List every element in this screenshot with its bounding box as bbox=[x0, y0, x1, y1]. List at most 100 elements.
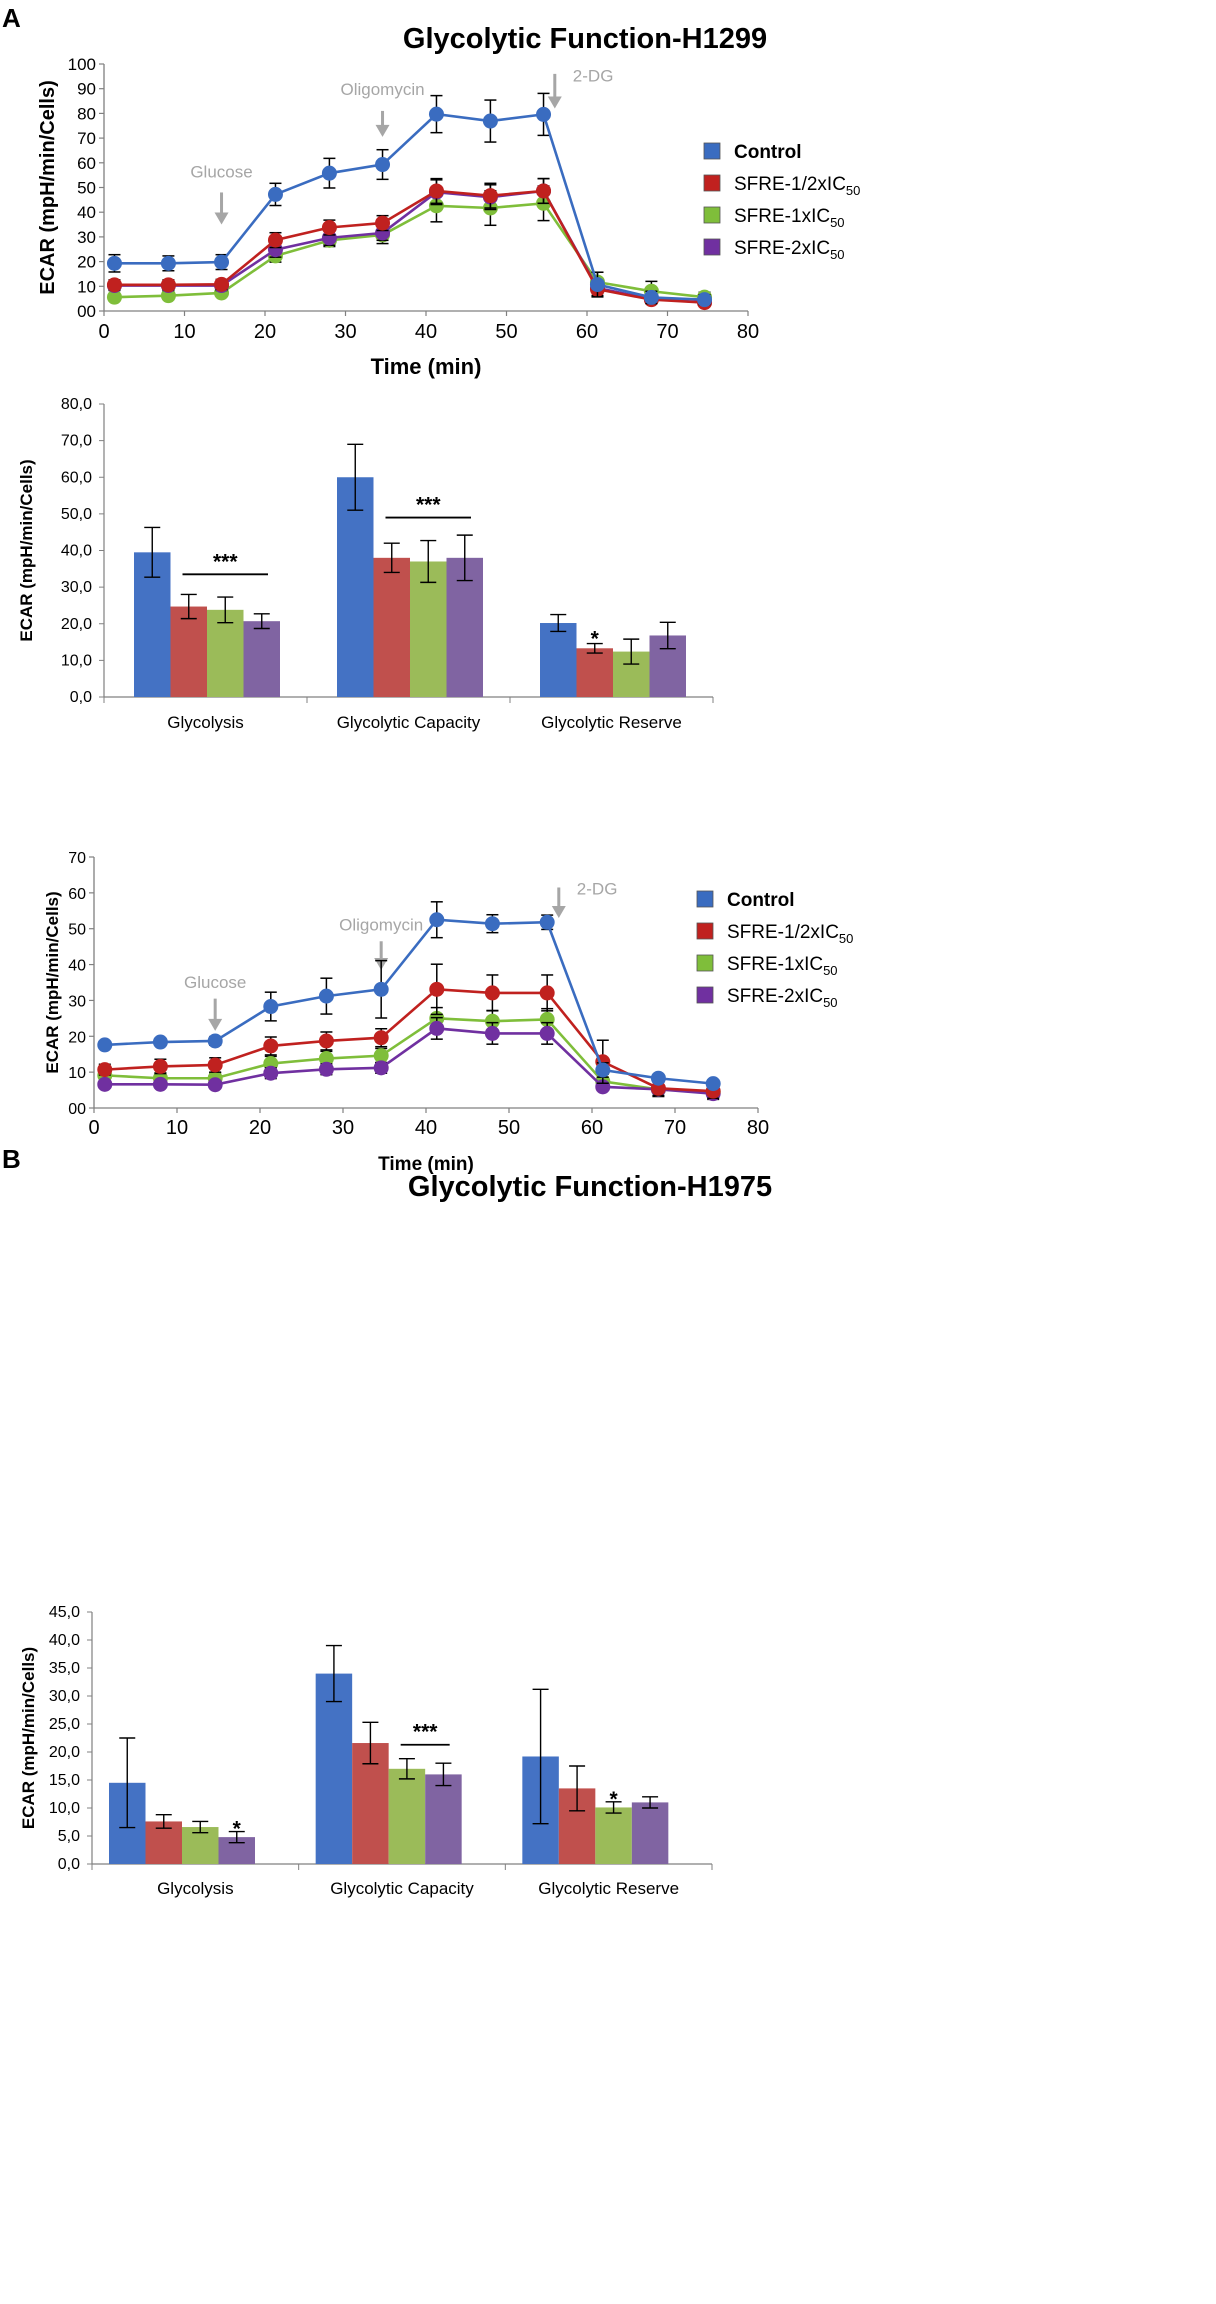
data-point bbox=[484, 985, 500, 1001]
legend-label-main: SFRE-1xIC bbox=[734, 206, 830, 227]
data-point bbox=[207, 1057, 223, 1073]
data-point bbox=[318, 1061, 334, 1077]
series-control bbox=[97, 901, 721, 1092]
y-tick-label: 60 bbox=[68, 886, 86, 903]
significance-marker: *** bbox=[213, 550, 238, 573]
data-point bbox=[429, 1020, 445, 1036]
legend-label: SFRE-1/2xIC50 bbox=[727, 922, 853, 946]
bar bbox=[576, 648, 613, 697]
y-tick-label: 60,0 bbox=[61, 469, 92, 486]
data-point bbox=[539, 914, 555, 930]
panel-letter: B bbox=[2, 1144, 21, 1174]
significance-marker: *** bbox=[413, 1721, 438, 1744]
legend-label: SFRE-2xIC50 bbox=[727, 986, 838, 1010]
x-tick-label: 70 bbox=[656, 321, 678, 343]
y-tick-label: 20 bbox=[68, 1029, 86, 1046]
data-point bbox=[643, 289, 659, 305]
data-point bbox=[429, 981, 445, 997]
y-tick-label: 10 bbox=[68, 1065, 86, 1082]
y-tick-label: 70 bbox=[77, 129, 96, 148]
bar bbox=[337, 477, 374, 697]
bar-series-sfre-1-2xic50 bbox=[145, 1721, 596, 1864]
series-control bbox=[106, 92, 713, 308]
series-sfre-1xic50 bbox=[106, 185, 713, 305]
y-tick-label: 20,0 bbox=[61, 616, 92, 633]
y-tick-label: 20,0 bbox=[49, 1744, 80, 1761]
x-tick-label: 0 bbox=[98, 321, 109, 343]
data-point bbox=[650, 1070, 666, 1086]
panel-a: A Glycolytic Function-H1299 00 10 20 30 40 50… bbox=[2, 3, 860, 732]
annotation-arrow-head bbox=[208, 1018, 223, 1031]
y-tick-label: 00 bbox=[68, 1101, 86, 1118]
panel-b: B Glycolytic Function-H1975 00 10 20 30 40 50… bbox=[2, 850, 853, 1898]
x-tick-label: 80 bbox=[747, 1117, 769, 1139]
bar-series-sfre-1-2xic50 bbox=[170, 542, 613, 697]
data-point bbox=[373, 981, 389, 997]
bar-series-sfre-1xic50 bbox=[207, 539, 650, 697]
series-sfre-1-2xic50 bbox=[97, 963, 721, 1100]
data-point bbox=[214, 276, 230, 292]
x-tick-label: 30 bbox=[334, 321, 356, 343]
y-tick-label: 10,0 bbox=[49, 1800, 80, 1817]
series-line bbox=[104, 918, 714, 1085]
legend-swatch bbox=[703, 142, 721, 160]
x-tick-label: 40 bbox=[415, 1117, 437, 1139]
legend-swatch bbox=[703, 238, 721, 256]
category-label: Glycolytic Reserve bbox=[541, 713, 682, 732]
y-tick-label: 30 bbox=[68, 993, 86, 1010]
x-tick-label: 50 bbox=[495, 321, 517, 343]
data-point bbox=[318, 1051, 334, 1067]
data-point bbox=[97, 1076, 113, 1092]
legend-label-main: Control bbox=[727, 890, 795, 911]
chart-title: Glycolytic Function-H1299 bbox=[403, 23, 767, 55]
data-point bbox=[697, 292, 713, 308]
bar bbox=[410, 561, 447, 697]
y-tick-label: 45,0 bbox=[49, 1604, 80, 1621]
data-point bbox=[428, 183, 444, 199]
y-tick-label: 50 bbox=[68, 922, 86, 939]
data-point bbox=[375, 157, 391, 173]
data-point bbox=[263, 999, 279, 1015]
x-tick-label: 10 bbox=[166, 1117, 188, 1139]
series-line bbox=[114, 201, 705, 299]
category-label: Glycolysis bbox=[157, 1879, 234, 1898]
data-point bbox=[536, 183, 552, 199]
series-line bbox=[104, 1027, 714, 1095]
bar bbox=[388, 1768, 426, 1864]
y-axis-label: ECAR (mpH/min/Cells) bbox=[37, 80, 59, 294]
bar bbox=[243, 621, 280, 697]
legend-label-subscript: 50 bbox=[823, 963, 837, 978]
y-tick-label: 30 bbox=[77, 228, 96, 247]
annotation-label: Oligomycin bbox=[339, 916, 423, 935]
panel-letter: A bbox=[2, 3, 21, 33]
annotation-arrow-head bbox=[551, 905, 566, 918]
data-point bbox=[484, 1013, 500, 1029]
bar-series-sfre-2xic50 bbox=[218, 1762, 669, 1864]
data-point bbox=[152, 1076, 168, 1092]
data-point bbox=[429, 912, 445, 928]
y-tick-label: 30,0 bbox=[49, 1688, 80, 1705]
bar bbox=[425, 1774, 462, 1864]
data-point bbox=[589, 277, 605, 293]
annotation-label: Glucose bbox=[190, 163, 252, 182]
x-tick-label: 80 bbox=[737, 321, 759, 343]
y-tick-label: 90 bbox=[77, 80, 96, 99]
data-point bbox=[539, 1025, 555, 1041]
significance-marker: * bbox=[233, 1818, 242, 1841]
bar-series-control bbox=[134, 443, 577, 697]
x-axis-label: Time (min) bbox=[378, 1154, 474, 1175]
legend-label: SFRE-1xIC50 bbox=[727, 954, 838, 978]
legend-swatch bbox=[696, 954, 714, 972]
bar-chart-h1299: 0,0 10,0 20,0 30,0 40,0 50,0 60,0 70,0 80,0 Glyco… bbox=[17, 396, 714, 732]
y-axis-label: ECAR (mpH/min/Cells) bbox=[43, 891, 62, 1073]
legend-label-main: SFRE-2xIC bbox=[734, 238, 830, 259]
data-point bbox=[267, 186, 283, 202]
data-point bbox=[152, 1034, 168, 1050]
y-tick-label: 40 bbox=[68, 958, 86, 975]
annotation-label: 2-DG bbox=[577, 880, 618, 899]
data-point bbox=[375, 215, 391, 231]
data-point bbox=[705, 1076, 721, 1092]
y-axis-label: ECAR (mpH/min/Cells) bbox=[17, 459, 36, 641]
series-sfre-1xic50 bbox=[97, 1006, 721, 1101]
bar bbox=[207, 609, 244, 697]
